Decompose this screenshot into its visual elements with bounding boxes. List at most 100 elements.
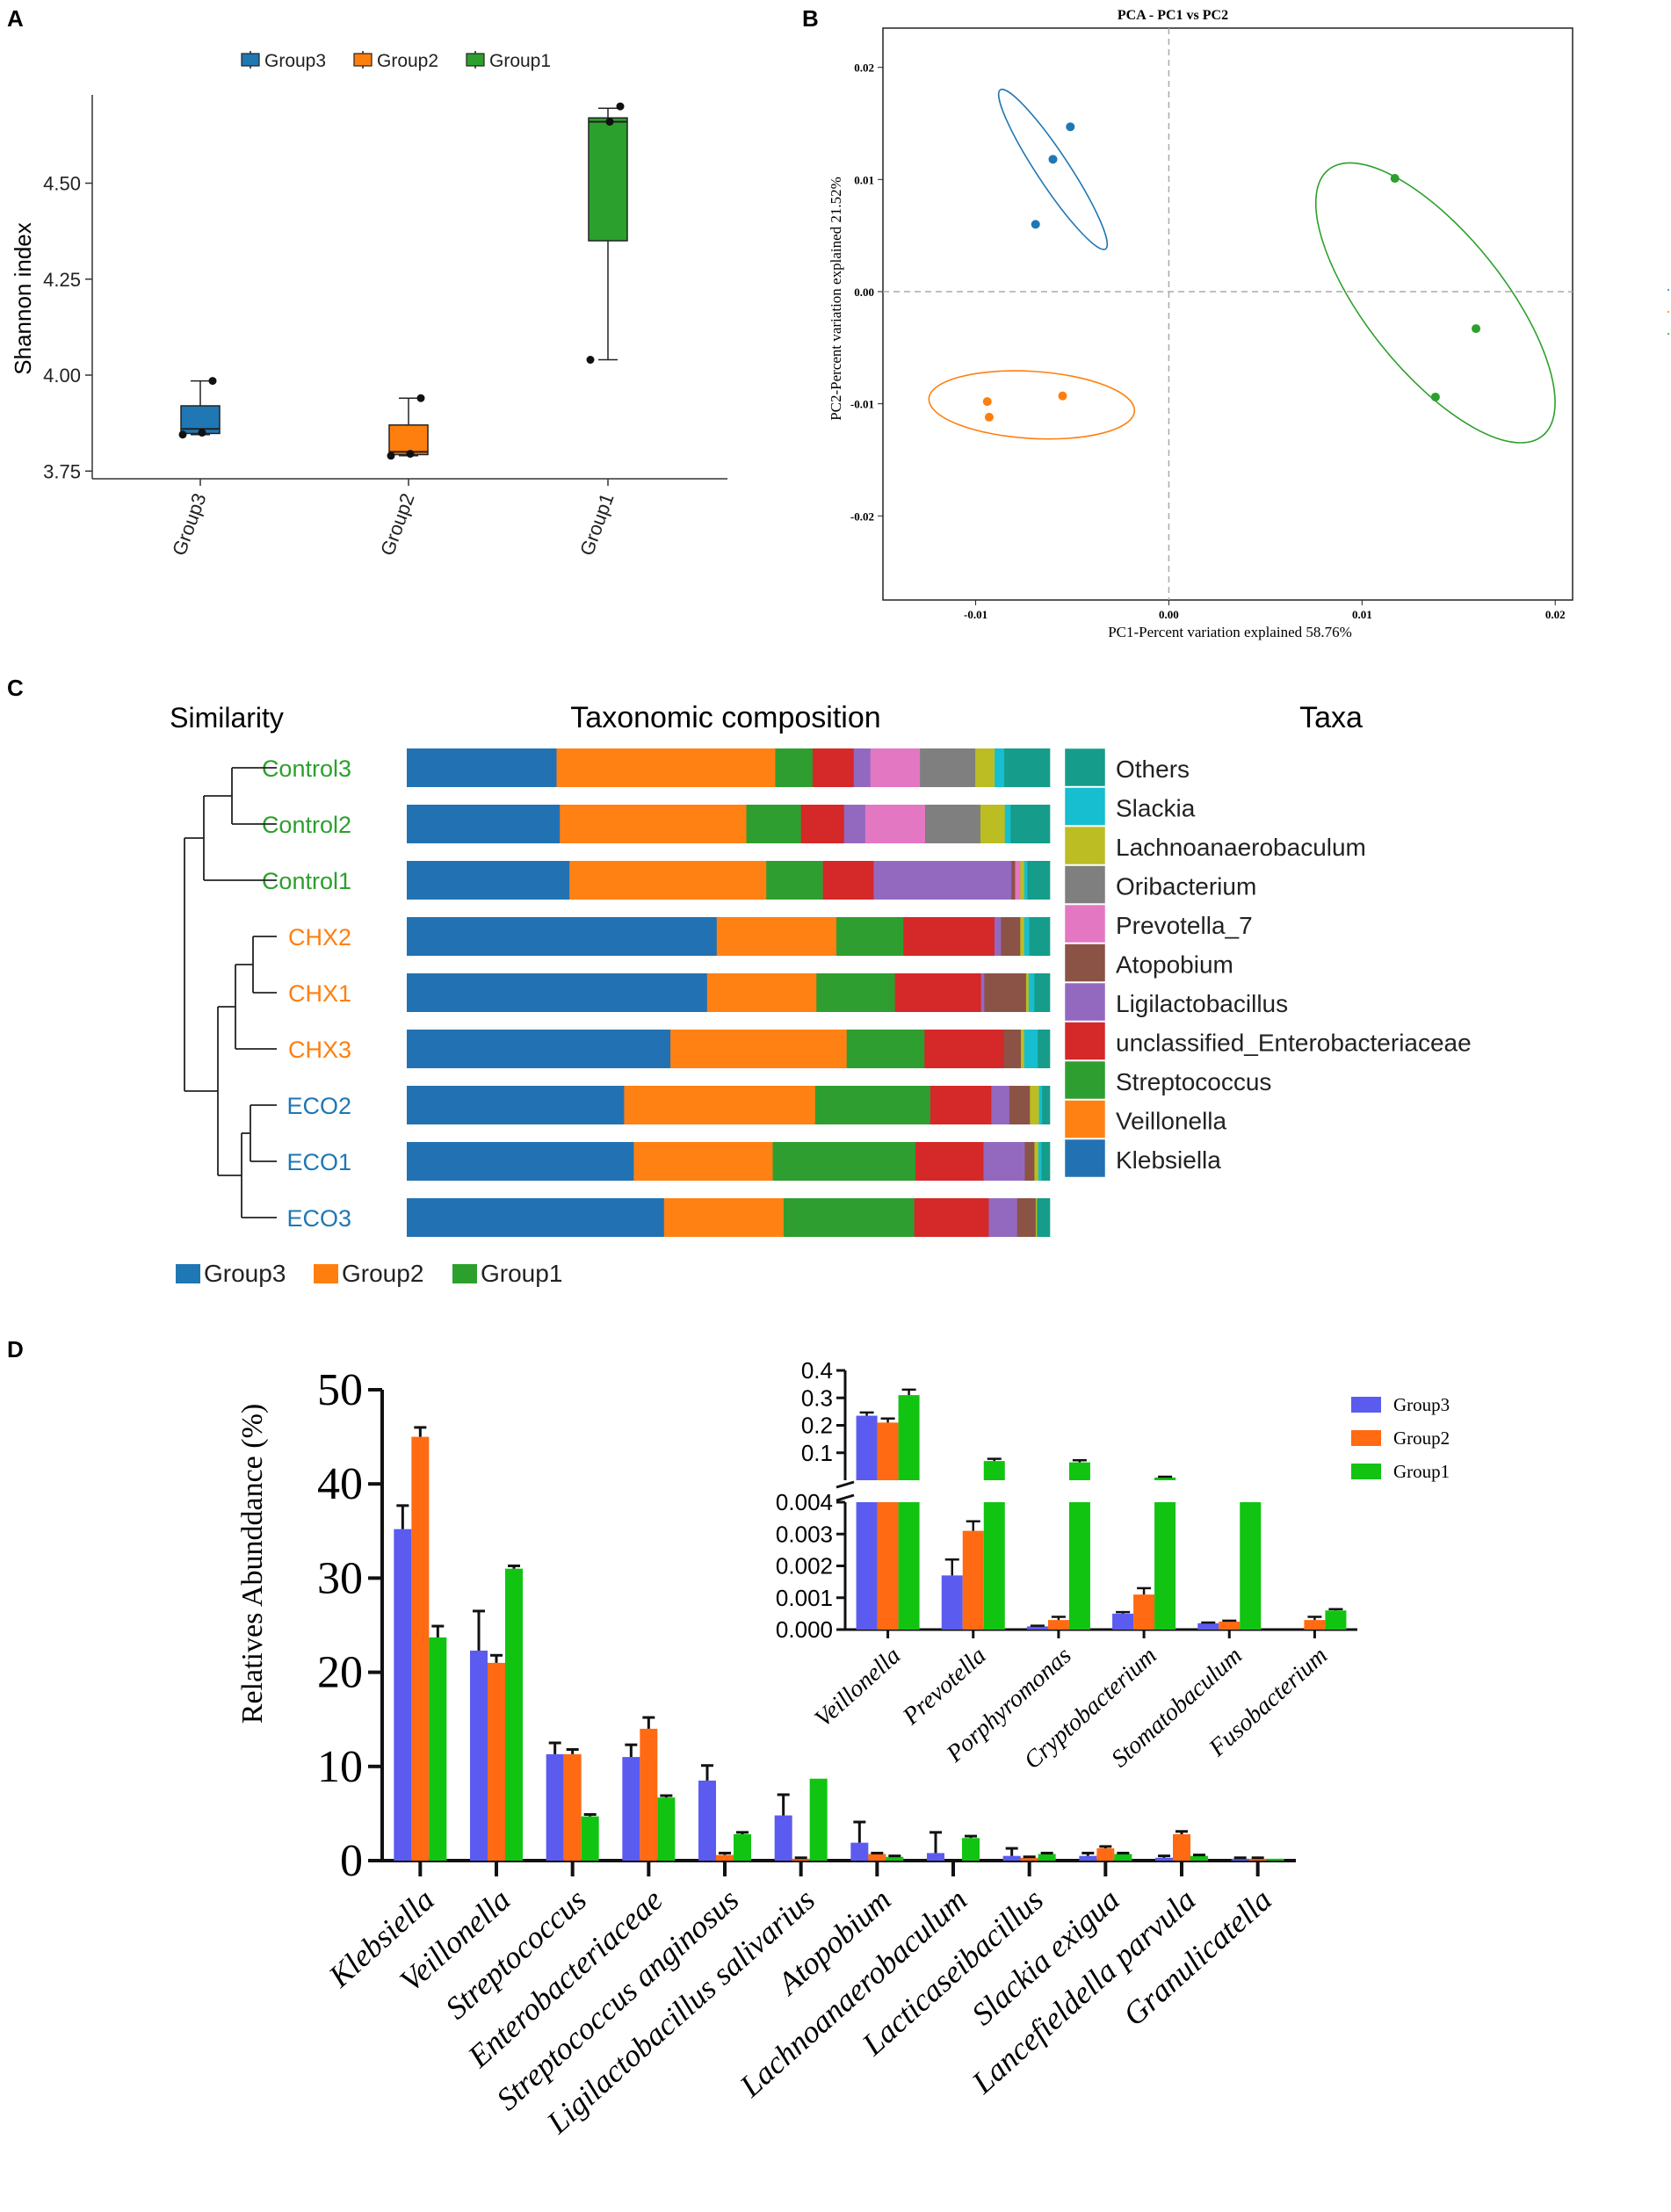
stack-segment <box>1037 1198 1051 1237</box>
stack-segment <box>670 1030 847 1068</box>
sample-label: Control3 <box>262 755 351 782</box>
bar <box>622 1757 640 1861</box>
legend-label: Group1 <box>489 51 551 71</box>
sample-label: CHX3 <box>288 1037 351 1063</box>
inset-bar <box>856 1502 878 1630</box>
stack-segment <box>1011 861 1016 900</box>
y-axis-label: PC2-Percent variation explained 21.52% <box>828 177 844 421</box>
stack-segment <box>407 1030 671 1068</box>
stack-segment <box>1034 973 1051 1012</box>
inset-y-tick-label: 0.003 <box>776 1521 833 1547</box>
group-swatch <box>452 1264 477 1283</box>
axis-break <box>836 1480 855 1489</box>
stack-segment <box>407 748 557 787</box>
legend-label: Group2 <box>1393 1428 1450 1449</box>
y-tick-label: 50 <box>317 1365 363 1415</box>
stack-segment <box>903 917 995 956</box>
stack-segment <box>624 1086 816 1124</box>
stack-segment <box>843 805 866 843</box>
taxa-swatch <box>1064 787 1106 826</box>
stack-segment <box>407 973 708 1012</box>
stack-segment <box>984 973 1027 1012</box>
y-tick-label: 10 <box>317 1742 363 1792</box>
bar <box>1096 1848 1115 1861</box>
data-point <box>1472 324 1481 334</box>
bar <box>394 1529 412 1861</box>
stack-segment <box>864 805 926 843</box>
composition-title: Taxonomic composition <box>570 701 880 734</box>
stack-segment <box>1042 1086 1051 1124</box>
inset-bar <box>1026 1626 1048 1630</box>
y-tick-label: 0 <box>340 1836 363 1886</box>
y-tick-label: 0.02 <box>854 61 874 75</box>
bar <box>734 1833 751 1861</box>
bar <box>640 1728 658 1861</box>
confidence-ellipse <box>928 370 1136 440</box>
bar <box>1173 1833 1190 1861</box>
group-label: Group3 <box>204 1260 286 1287</box>
taxa-label: Oribacterium <box>1116 873 1256 900</box>
bar <box>1248 1858 1267 1861</box>
stack-segment <box>783 1198 915 1237</box>
inset-bar <box>1047 1620 1069 1630</box>
inset-y-tick-label: 0.000 <box>776 1616 833 1643</box>
stack-segment <box>1016 1198 1037 1237</box>
stack-segment <box>991 1086 1010 1124</box>
inset-y-tick-label: 0.004 <box>776 1489 833 1515</box>
panel-d: D Relatives Abunddance (%) 0 10 20 30 40 50 Kl… <box>0 1326 1671 2208</box>
stack-segment <box>1015 861 1021 900</box>
stack-segment <box>1001 917 1021 956</box>
data-point <box>605 118 614 127</box>
sample-label: Control2 <box>262 812 351 838</box>
inset-bar <box>941 1575 963 1630</box>
sample-label: Control1 <box>262 868 351 894</box>
taxa-label: Klebsiella <box>1116 1146 1221 1174</box>
panel-letter: C <box>7 675 24 701</box>
y-axis-label: Shannon index <box>10 222 36 374</box>
stack-segment <box>766 861 823 900</box>
stack-segment <box>1004 805 1011 843</box>
data-point <box>1031 220 1040 229</box>
inset-bar <box>1068 1502 1090 1630</box>
y-tick-label: 40 <box>317 1459 363 1509</box>
stack-segment <box>1030 1086 1039 1124</box>
taxa-label: Others <box>1116 755 1190 783</box>
stack-segment <box>716 917 837 956</box>
data-point <box>586 356 595 365</box>
taxa-label: Slackia <box>1116 795 1196 822</box>
legend-swatch <box>1351 1397 1381 1413</box>
group-label: Group2 <box>342 1260 423 1287</box>
inset-bar <box>1068 1462 1090 1480</box>
y-tick-label: 0.01 <box>854 173 874 186</box>
stack-segment <box>560 805 747 843</box>
stack-segment <box>1024 1030 1038 1068</box>
stack-segment <box>1020 917 1025 956</box>
stack-segment <box>1027 861 1051 900</box>
y-tick-label: 3.75 <box>43 460 81 482</box>
taxa-swatch <box>1064 982 1106 1022</box>
stack-segment <box>914 1198 989 1237</box>
inset-bar <box>1154 1502 1176 1630</box>
inset-bar <box>1304 1620 1326 1630</box>
x-tick-label: Group1 <box>575 490 618 559</box>
axis-break <box>836 1493 855 1502</box>
sample-label: CHX2 <box>288 924 351 951</box>
bar <box>774 1815 792 1861</box>
confidence-ellipse <box>1314 162 1556 444</box>
taxa-swatch <box>1064 1100 1106 1139</box>
stack-segment <box>1024 917 1030 956</box>
bar <box>698 1780 716 1861</box>
data-point <box>1390 174 1400 184</box>
data-point <box>1430 392 1440 401</box>
bar <box>886 1856 904 1861</box>
stack-segment <box>1038 1142 1042 1181</box>
bar <box>505 1568 523 1861</box>
inset-bar <box>1154 1477 1176 1480</box>
stack-segment <box>1004 1030 1022 1068</box>
stack-segment <box>1041 1142 1051 1181</box>
taxa-label: Prevotella_7 <box>1116 912 1253 939</box>
stack-segment <box>1028 973 1035 1012</box>
taxa-label: Ligilactobacillus <box>1116 990 1288 1017</box>
y-tick-label: 4.00 <box>43 365 81 387</box>
bar <box>927 1853 944 1861</box>
